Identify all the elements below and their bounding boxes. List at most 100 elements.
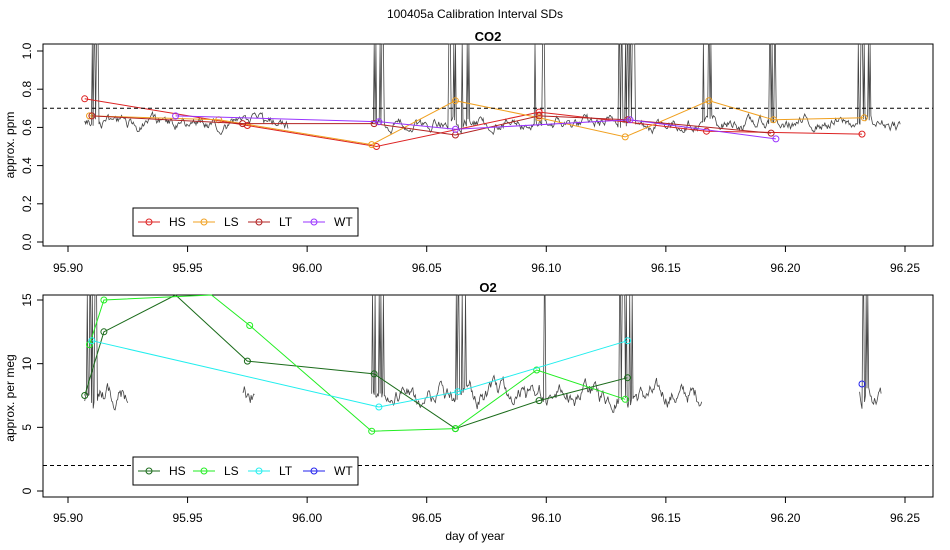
co2-point-hs — [243, 122, 251, 129]
o2-point-lt — [88, 337, 96, 345]
co2-ylabel: approx. ppm — [3, 112, 17, 179]
o2-point-wt — [858, 380, 866, 388]
co2-point-ls — [860, 114, 868, 122]
co2-xtick-label: 96.00 — [292, 261, 322, 275]
co2-ytick-label: 1.0 — [20, 42, 34, 59]
co2-point-ls — [770, 116, 777, 124]
o2-legend-marker-wt — [310, 467, 318, 475]
o2-raw-segment — [859, 294, 882, 409]
co2-ytick-label: 0.4 — [20, 157, 34, 174]
co2-point-lt — [767, 129, 775, 137]
o2-ytick-label: 0 — [20, 487, 34, 494]
o2-ytick-label: 5 — [20, 424, 34, 431]
co2-legend-marker-lt — [255, 218, 263, 226]
co2-legend-marker-wt — [310, 218, 318, 226]
co2-point-hs — [703, 127, 710, 135]
co2-raw-trace — [84, 43, 901, 136]
o2-series-line-lt — [91, 340, 628, 408]
o2-xtick-label: 96.05 — [412, 511, 442, 525]
co2-series-group — [81, 95, 868, 150]
o2-plot-frame — [42, 294, 934, 498]
co2-xtick-label: 95.90 — [53, 261, 83, 275]
o2-raw-trace — [84, 294, 882, 414]
o2-legend: HS LS LT WT — [132, 456, 359, 486]
co2-point-ls — [705, 97, 713, 105]
co2-point-hs — [81, 95, 89, 103]
page-title: 100405a Calibration Interval SDs — [387, 7, 563, 21]
o2-point-ls — [451, 425, 459, 433]
o2-ytick-label: 15 — [20, 293, 34, 307]
co2-legend-marker-hs — [145, 218, 153, 226]
co2-legend-items: HS LS LT WT — [138, 215, 353, 229]
co2-xtick-label: 96.20 — [770, 261, 800, 275]
o2-xtick-label: 95.95 — [173, 511, 203, 525]
co2-point-lt — [88, 112, 96, 120]
co2-xtick-label: 95.95 — [173, 261, 203, 275]
o2-xtick-label: 96.25 — [890, 511, 920, 525]
o2-legend-label-wt: WT — [334, 464, 353, 478]
co2-raw-segment — [371, 43, 901, 136]
o2-point-lt — [454, 388, 462, 396]
o2-point-hs — [243, 357, 251, 365]
co2-point-ls — [621, 133, 629, 141]
o2-point-hs — [100, 328, 108, 336]
o2-point-ls — [368, 427, 376, 435]
o2-legend-label-ls: LS — [224, 464, 239, 478]
co2-series-line-ls — [89, 100, 865, 146]
o2-panel: O2 approx. per meg 95.90 95.95 96.00 96.05 9… — [3, 280, 934, 525]
o2-point-hs — [81, 392, 89, 399]
o2-legend-label-lt: LT — [279, 464, 293, 478]
o2-raw-segment — [242, 386, 255, 403]
o2-legend-label-hs: HS — [169, 464, 186, 478]
o2-series-line-ls — [89, 294, 626, 432]
co2-point-hs — [858, 130, 866, 138]
x-axis-label: day of year — [445, 529, 504, 543]
co2-axes: 95.90 95.95 96.00 96.05 96.10 96.15 96.20 96.25… — [20, 42, 933, 275]
co2-legend-label-lt: LT — [279, 215, 293, 229]
o2-point-hs — [624, 374, 632, 382]
o2-point-ls — [533, 366, 541, 374]
co2-point-ls — [535, 114, 543, 122]
o2-axes: 95.90 95.95 96.00 96.05 96.10 96.15 96.20 96.25… — [20, 293, 933, 525]
co2-legend-label-wt: WT — [334, 215, 353, 229]
co2-title: CO2 — [475, 29, 502, 44]
o2-xtick-label: 96.15 — [651, 511, 681, 525]
co2-point-wt — [451, 125, 459, 133]
co2-xtick-label: 96.25 — [890, 261, 920, 275]
o2-point-ls — [100, 296, 108, 304]
o2-xtick-label: 96.20 — [770, 511, 800, 525]
co2-point-wt — [772, 135, 780, 143]
co2-series-line-wt — [175, 115, 776, 140]
co2-point-lt — [239, 120, 247, 128]
o2-legend-items: HS LS LT WT — [138, 464, 353, 478]
co2-xtick-label: 96.05 — [412, 261, 442, 275]
co2-xtick-label: 96.10 — [531, 261, 561, 275]
o2-point-lt — [375, 403, 383, 411]
co2-point-lt — [370, 120, 378, 128]
o2-legend-marker-ls — [200, 467, 208, 475]
co2-ytick-label: 0.2 — [20, 195, 34, 212]
o2-point-lt — [624, 337, 632, 345]
o2-title: O2 — [479, 280, 496, 295]
co2-ytick-label: 0.6 — [20, 119, 34, 136]
co2-point-wt — [626, 116, 634, 124]
co2-legend-label-hs: HS — [169, 215, 186, 229]
o2-ylabel: approx. per meg — [3, 354, 17, 441]
o2-point-ls — [246, 322, 254, 329]
co2-point-lt — [535, 112, 543, 120]
co2-legend-marker-ls — [200, 218, 208, 226]
o2-legend-marker-lt — [255, 467, 263, 475]
o2-raw-segment — [84, 294, 129, 411]
o2-point-ls — [621, 395, 629, 403]
co2-point-wt — [375, 118, 383, 126]
co2-plot-frame — [42, 43, 934, 247]
o2-point-hs — [535, 397, 543, 405]
co2-xtick-label: 96.15 — [651, 261, 681, 275]
co2-panel: CO2 approx. ppm 95.90 95.95 96.00 96.05 96.1… — [3, 29, 934, 275]
o2-legend-marker-hs — [145, 467, 153, 475]
co2-point-ls — [451, 97, 459, 105]
o2-xtick-label: 95.90 — [53, 511, 83, 525]
co2-legend: HS LS LT WT — [132, 207, 359, 237]
o2-point-hs — [370, 370, 378, 378]
